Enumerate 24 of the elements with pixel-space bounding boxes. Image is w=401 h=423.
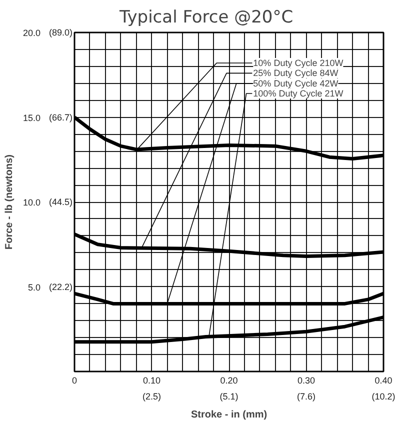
x2-tick-label: (10.2) [372,392,396,402]
x2-tick-label: (2.5) [142,392,162,402]
y2-tick-label: (44.5) [48,197,73,207]
x-tick-label: 0 [72,376,78,386]
chart-title: Typical Force @20°C [118,8,294,28]
annotation: 100% Duty Cycle 21W [253,88,344,99]
y-tick-label: 15.0 [22,112,41,123]
y-tick-label: 20.0 [22,28,41,38]
annotation: 25% Duty Cycle 84W [253,68,339,78]
x2-tick-label: (7.6) [296,392,316,402]
y-tick-label: 10.0 [22,198,41,208]
y-axis-title: Force - lb (newtons) [4,154,15,250]
y2-tick-label: (22.2) [48,282,73,292]
x-tick-label: 0.40 [374,376,392,386]
x-axis-title: Stroke - in (mm) [190,410,268,420]
x2-tick-label: (5.1) [220,392,238,402]
y2-tick-label: (66.7) [48,112,73,122]
x-tick-label: 0.30 [297,376,316,386]
x-tick-label: 0.20 [220,376,238,386]
annotation: 10% Duty Cycle 210W [253,58,344,68]
y-tick-label: 5.0 [28,282,41,292]
x-tick-label: 0.10 [142,376,161,386]
y2-tick-label: (89.0) [48,28,73,38]
annotation: 50% Duty Cycle 42W [253,78,339,88]
